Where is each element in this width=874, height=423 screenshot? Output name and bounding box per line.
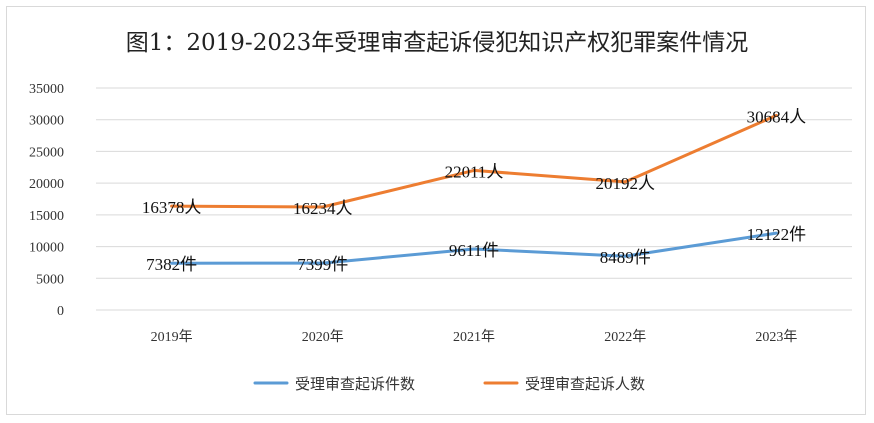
legend-label-2: 受理审查起诉人数 [525,375,645,393]
y-tick-label: 0 [57,304,64,319]
series-line-2 [170,113,778,209]
chart-frame [6,6,866,415]
data-label: 7399件 [297,255,348,274]
y-tick-label: 5000 [36,272,64,287]
legend-label-1: 受理审查起诉件数 [295,375,415,393]
y-tick-label: 15000 [29,209,64,224]
gridlines [96,87,852,311]
y-tick-label: 30000 [29,114,64,129]
y-tick-label: 20000 [29,177,64,192]
data-label: 9611件 [449,241,499,260]
legend: 受理审查起诉件数 受理审查起诉人数 [253,375,645,393]
x-tick-label: 2021年 [453,329,495,345]
data-label: 7382件 [146,255,197,274]
data-label: 20192人 [595,174,655,193]
y-axis-ticks: 35000 30000 25000 20000 15000 10000 5000 0 [29,82,64,319]
data-label: 16234人 [293,199,353,218]
x-tick-label: 2020年 [302,329,344,345]
data-label: 8489件 [600,248,651,267]
data-label: 16378人 [142,198,202,217]
chart-title: 图1：2019-2023年受理审查起诉侵犯知识产权犯罪案件情况 [126,30,748,56]
x-tick-label: 2022年 [604,329,646,345]
x-tick-label: 2023年 [755,329,797,345]
data-label: 30684人 [747,107,807,126]
data-label: 22011人 [445,162,504,181]
series-lines [170,113,778,265]
x-axis-ticks: 2019年 2020年 2021年 2022年 2023年 [151,329,798,345]
x-tick-label: 2019年 [151,329,193,345]
y-tick-label: 10000 [29,241,64,256]
data-labels: 7382件 7399件 9611件 8489件 12122件 16378人 16234人 22… [142,107,806,274]
y-tick-label: 25000 [29,145,64,160]
y-tick-label: 35000 [29,82,64,97]
data-label: 12122件 [747,225,807,244]
